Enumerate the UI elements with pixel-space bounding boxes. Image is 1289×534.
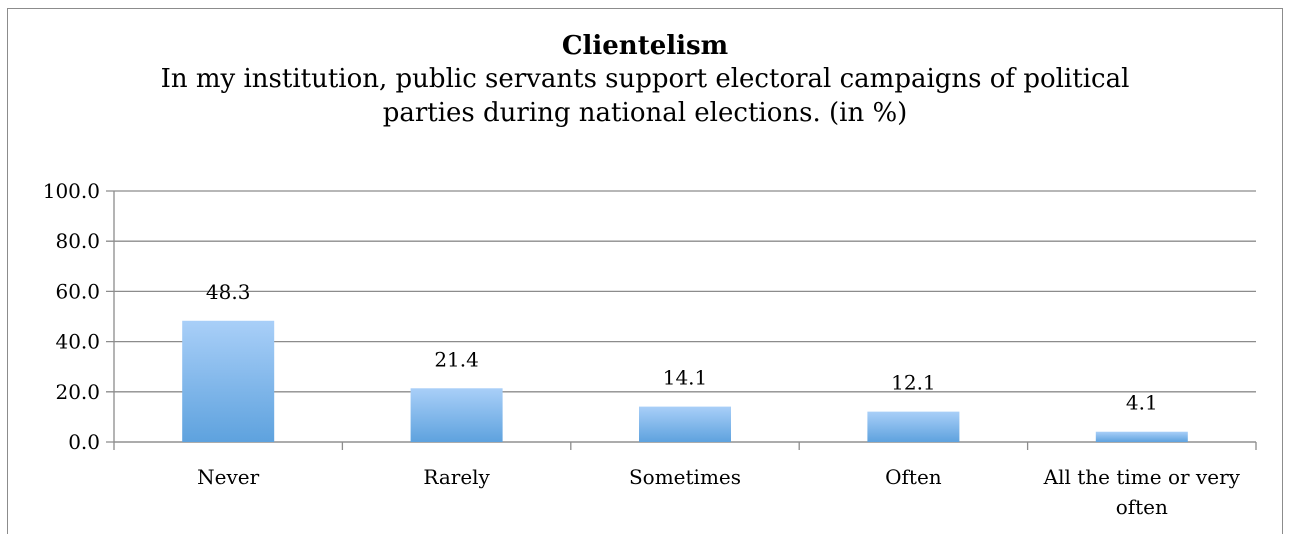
data-label: 4.1 bbox=[1126, 391, 1158, 415]
data-label: 12.1 bbox=[891, 371, 936, 395]
y-tick-label: 20.0 bbox=[55, 380, 100, 404]
x-category-label: All the time or very bbox=[1043, 465, 1241, 489]
bar bbox=[410, 388, 503, 442]
x-category-label: Rarely bbox=[423, 465, 490, 489]
bar bbox=[867, 411, 960, 442]
chart-subtitle-line-2: parties during national elections. (in %… bbox=[382, 98, 908, 128]
y-tick-label: 100.0 bbox=[43, 179, 100, 203]
y-tick-label: 60.0 bbox=[55, 279, 100, 303]
y-tick-label: 80.0 bbox=[55, 229, 100, 253]
chart-frame bbox=[7, 8, 1283, 534]
data-label: 48.3 bbox=[206, 280, 251, 304]
bars bbox=[182, 320, 1188, 442]
x-category-label: often bbox=[1116, 495, 1168, 519]
bar bbox=[182, 320, 275, 442]
x-category-label: Sometimes bbox=[629, 465, 741, 489]
chart-title: Clientelism bbox=[561, 31, 729, 61]
chart-subtitle-line-1: In my institution, public servants suppo… bbox=[160, 64, 1130, 94]
data-label: 14.1 bbox=[663, 366, 708, 390]
labels: 0.0 20.0 40.0 60.0 80.0 100.0 48.3 Never 21.4 Rar… bbox=[43, 179, 1241, 519]
y-tick-label: 0.0 bbox=[68, 430, 100, 454]
x-category-label: Never bbox=[197, 465, 259, 489]
x-category-label: Often bbox=[885, 465, 942, 489]
chart-title-block: Clientelism In my institution, public se… bbox=[7, 30, 1283, 130]
gridlines bbox=[106, 190, 1256, 443]
bar bbox=[1095, 431, 1188, 442]
data-label: 21.4 bbox=[434, 347, 479, 371]
bar bbox=[639, 406, 731, 442]
y-tick-label: 40.0 bbox=[55, 330, 100, 354]
